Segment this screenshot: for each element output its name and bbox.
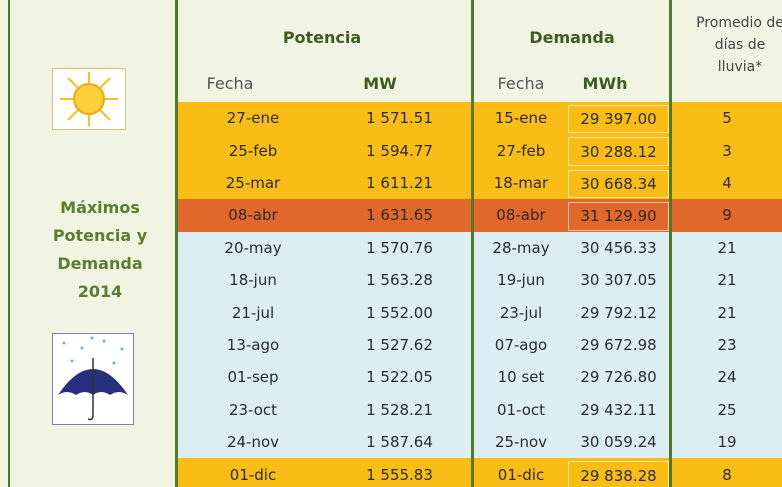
side-label: Potencia y: [40, 228, 160, 244]
cell: 4: [672, 167, 782, 199]
cell: 13-ago: [178, 329, 328, 361]
cell: 29 726.80: [568, 361, 669, 393]
cell: 1 552.00: [328, 296, 471, 328]
cell: 31 129.90: [568, 202, 669, 230]
cell: 1 528.21: [328, 394, 471, 426]
cell: 20-may: [178, 232, 328, 264]
cell: 27-ene: [178, 102, 328, 134]
cell: 1 527.62: [328, 329, 471, 361]
cell: 27-feb: [474, 134, 568, 166]
cell: 1 631.65: [328, 199, 471, 231]
cell: 23-jul: [474, 296, 568, 328]
subheader: MW: [340, 76, 420, 92]
sun-icon: [52, 68, 126, 130]
cell: 25-mar: [178, 167, 328, 199]
border: [471, 0, 474, 487]
cell: 1 570.76: [328, 232, 471, 264]
border: [175, 0, 178, 487]
cell: 30 307.05: [568, 264, 669, 296]
border: [8, 0, 10, 487]
cell: 15-ene: [474, 102, 568, 134]
cell: 1 555.83: [328, 458, 471, 487]
cell: 21: [672, 264, 782, 296]
cell: 1 571.51: [328, 102, 471, 134]
cell: 28-may: [474, 232, 568, 264]
subheader: MWh: [565, 76, 645, 92]
cell: 1 594.77: [328, 134, 471, 166]
header: Potencia: [272, 30, 372, 46]
cell: 1 611.21: [328, 167, 471, 199]
header: Promedio de: [680, 16, 782, 30]
cell: 01-dic: [178, 458, 328, 487]
header: días de: [680, 38, 782, 52]
cell: 07-ago: [474, 329, 568, 361]
cell: 5: [672, 102, 782, 134]
cell: 30 059.24: [568, 426, 669, 458]
cell: 25-nov: [474, 426, 568, 458]
cell: 8: [672, 458, 782, 487]
cell: 30 668.34: [568, 170, 669, 198]
cell: 18-mar: [474, 167, 568, 199]
border: [669, 0, 672, 487]
cell: 01-oct: [474, 394, 568, 426]
side-label: Demanda: [40, 256, 160, 272]
cell: 08-abr: [178, 199, 328, 231]
cell: 23-oct: [178, 394, 328, 426]
cell: 1 522.05: [328, 361, 471, 393]
header: Demanda: [522, 30, 622, 46]
table-page: Potencia Demanda Máximos Potencia y Demand…: [0, 0, 782, 487]
cell: 29 792.12: [568, 296, 669, 328]
side-label: 2014: [40, 284, 160, 300]
subheader: Fecha: [474, 76, 568, 92]
cell: 29 432.11: [568, 394, 669, 426]
cell: 21: [672, 232, 782, 264]
cell: 30 456.33: [568, 232, 669, 264]
cell: 1 563.28: [328, 264, 471, 296]
cell: 25: [672, 394, 782, 426]
cell: 19-jun: [474, 264, 568, 296]
cell: 23: [672, 329, 782, 361]
cell: 10 set: [474, 361, 568, 393]
cell: 25-feb: [178, 134, 328, 166]
cell: 30 288.12: [568, 137, 669, 165]
cell: 08-abr: [474, 199, 568, 231]
cell: 3: [672, 134, 782, 166]
cell: 24: [672, 361, 782, 393]
header: lluvia*: [680, 60, 782, 74]
cell: 21-jul: [178, 296, 328, 328]
side-label: Máximos: [40, 200, 160, 216]
cell: 29 397.00: [568, 105, 669, 133]
cell: 21: [672, 296, 782, 328]
cell: 01-dic: [474, 458, 568, 487]
umbrella-icon: [52, 333, 134, 425]
cell: 01-sep: [178, 361, 328, 393]
cell: 29 838.28: [568, 461, 669, 487]
cell: 29 672.98: [568, 329, 669, 361]
cell: 18-jun: [178, 264, 328, 296]
cell: 1 587.64: [328, 426, 471, 458]
cell: 19: [672, 426, 782, 458]
cell: 9: [672, 199, 782, 231]
subheader: Fecha: [190, 76, 270, 92]
cell: 24-nov: [178, 426, 328, 458]
